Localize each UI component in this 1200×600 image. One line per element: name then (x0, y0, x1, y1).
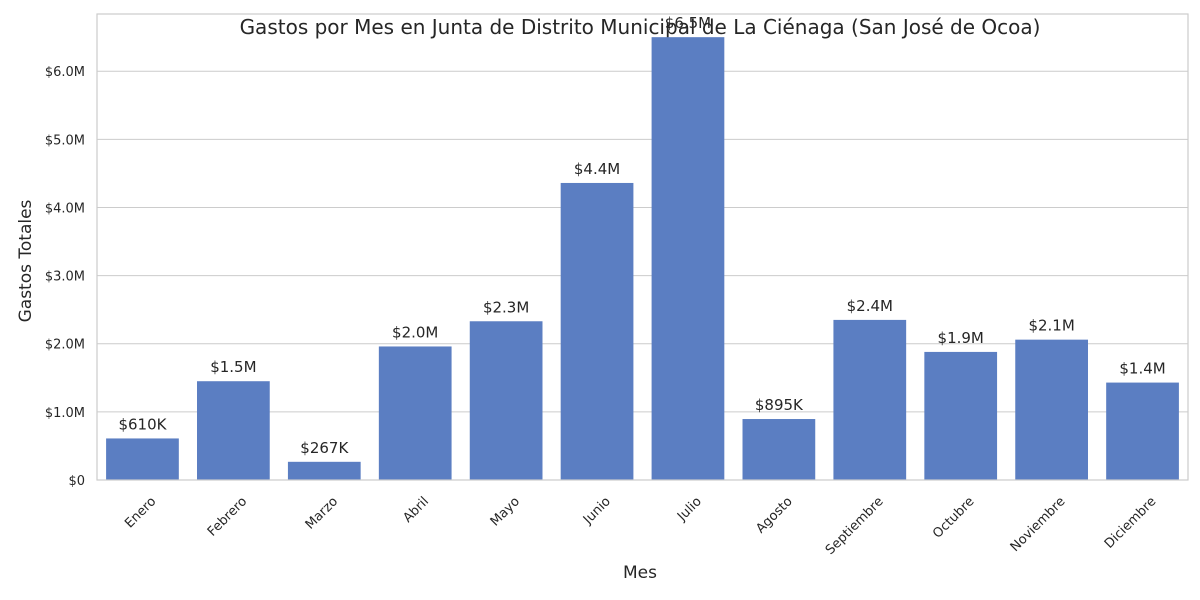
grid-lines (97, 70, 1188, 481)
bar-mayo (469, 321, 543, 480)
x-tick-label: Febrero (205, 494, 250, 539)
data-label: $267K (300, 439, 349, 457)
data-label: $2.1M (1028, 317, 1074, 335)
x-tick-label: Julio (674, 494, 705, 525)
x-tick-label: Diciembre (1102, 494, 1160, 552)
x-tick-label: Noviembre (1008, 494, 1069, 555)
bar-febrero (197, 381, 270, 480)
x-axis-ticks: Enero Febrero Marzo Abril Mayo Junio Julio Agos… (122, 494, 1159, 558)
bar-enero (106, 438, 179, 480)
y-tick-label: $3.0M (45, 270, 85, 285)
bar-noviembre (1015, 339, 1088, 480)
data-label: $1.5M (210, 358, 256, 376)
x-tick-label: Agosto (753, 494, 795, 536)
y-tick-label: $5.0M (45, 133, 85, 148)
x-tick-label: Marzo (303, 494, 341, 532)
x-tick-label: Junio (580, 494, 614, 528)
data-label: $895K (755, 396, 804, 414)
data-label: $1.4M (1119, 360, 1165, 378)
bars (106, 37, 1179, 481)
y-tick-label: $0 (68, 474, 85, 489)
chart-title: Gastos por Mes en Junta de Distrito Muni… (240, 15, 1041, 39)
x-tick-label: Mayo (488, 494, 523, 529)
data-label: $2.4M (847, 297, 893, 315)
y-axis-label: Gastos Totales (16, 199, 36, 322)
bar-marzo (287, 461, 361, 480)
data-label: $1.9M (938, 329, 984, 347)
y-tick-label: $6.0M (45, 65, 85, 80)
bar-agosto (742, 419, 816, 480)
data-labels: $610K $1.5M $267K $2.0M $2.3M $4.4M $6.5M $895K… (118, 14, 1165, 457)
y-tick-label: $2.0M (45, 338, 85, 353)
x-tick-label: Octubre (930, 494, 977, 541)
y-axis-ticks: $0 $1.0M $2.0M $3.0M $4.0M $5.0M $6.0M (45, 65, 85, 489)
x-tick-label: Abril (400, 494, 432, 526)
bar-junio (560, 182, 634, 481)
bar-diciembre (1106, 382, 1179, 480)
y-tick-label: $4.0M (45, 201, 85, 216)
data-label: $6.5M (665, 14, 711, 32)
data-label: $2.0M (392, 323, 438, 341)
plot-frame (96, 13, 1189, 481)
data-label: $2.3M (483, 298, 529, 316)
bar-abril (378, 346, 452, 480)
bar-octubre (924, 351, 998, 480)
data-label: $610K (118, 415, 167, 433)
x-tick-label: Septiembre (823, 494, 887, 558)
data-label: $4.4M (574, 160, 620, 178)
y-tick-label: $1.0M (45, 406, 85, 421)
x-axis-label: Mes (623, 563, 657, 583)
x-tick-label: Enero (122, 494, 159, 531)
bar-julio (651, 37, 725, 480)
bar-septiembre (833, 319, 907, 480)
